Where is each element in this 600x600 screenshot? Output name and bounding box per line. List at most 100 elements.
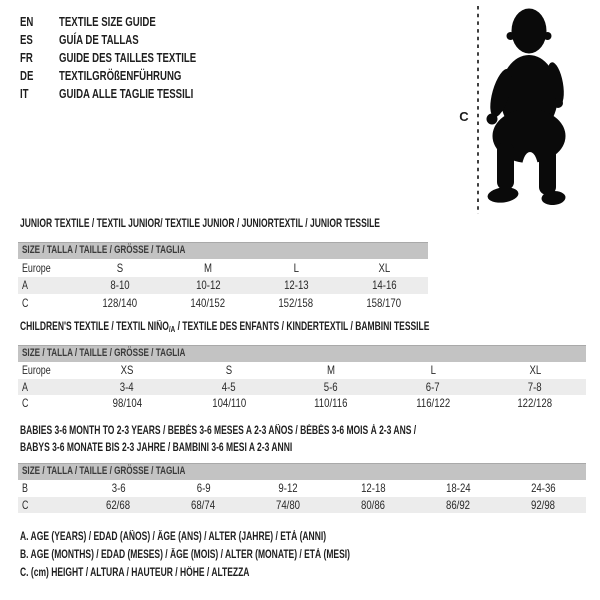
babies-title-line2: BABYS 3-6 MONATE BIS 2-3 JAHRE / BAMBINI…: [20, 441, 293, 454]
legend-notes: A. AGE (YEARS) / EDAD (AÑOS) / ÂGE (ANS)…: [20, 531, 466, 585]
table-cell: XS: [76, 363, 178, 377]
size-header-bar: SIZE / TALLA / TAILLE / GRÖSSE / TAGLIA: [18, 463, 586, 480]
junior-table-title: JUNIOR TEXTILE / TEXTIL JUNIOR/ TEXTILE …: [20, 216, 506, 233]
row-label: C: [18, 296, 76, 310]
legend-note-b: B. AGE (MONTHS) / EDAD (MESES) / ÂGE (MO…: [20, 549, 466, 567]
table-cell: 12-13: [252, 278, 340, 292]
table-cell: 9-12: [246, 481, 331, 495]
language-code: FR: [20, 50, 59, 65]
title-segment: CHILDREN'S TEXTILE / TEXTIL NIÑO: [20, 321, 169, 333]
table-cell: 10-12: [164, 278, 252, 292]
cell-text: 12-13: [283, 278, 309, 293]
cell-text: 152/158: [278, 295, 314, 310]
babies-title-line1: BABIES 3-6 MONTH TO 2-3 YEARS / BEBÉS 3-…: [20, 425, 417, 437]
language-title: GUIDE DES TAILLES TEXTILE: [59, 49, 197, 65]
row-label: Europe: [18, 261, 76, 275]
cell-text: 68/74: [191, 497, 216, 512]
table-row: C 98/104 104/110 110/116 116/122 122/128: [18, 395, 586, 412]
cell-text: 110/116: [314, 396, 348, 411]
junior-table-title-text: JUNIOR TEXTILE / TEXTIL JUNIOR/ TEXTILE …: [20, 218, 380, 230]
cell-text: 4-5: [222, 379, 236, 394]
cell-text: M: [327, 363, 335, 378]
title-subscript: /A: [168, 324, 176, 334]
row-label-text: C: [22, 295, 29, 310]
size-header-text: SIZE / TALLA / TAILLE / GRÖSSE / TAGLIA: [22, 347, 186, 359]
cell-text: 128/140: [102, 295, 138, 310]
cell-text: 6-9: [196, 481, 211, 496]
baby-silhouette: [486, 8, 566, 206]
table-cell: 128/140: [76, 296, 164, 310]
row-label: A: [18, 278, 76, 292]
table-cell: 6-7: [382, 380, 484, 394]
table-cell: 8-10: [76, 278, 164, 292]
language-title: TEXTILGRÖßENFÜHRUNG: [59, 67, 182, 83]
cell-text: 24-36: [531, 481, 556, 496]
cell-text: 122/128: [517, 396, 553, 411]
language-code-text: DE: [20, 67, 34, 83]
table-row: Europe S M L XL: [18, 259, 428, 277]
cell-text: 98/104: [112, 396, 142, 411]
cell-text: 6-7: [426, 379, 440, 394]
babies-table-title: BABIES 3-6 MONTH TO 2-3 YEARS / BEBÉS 3-…: [20, 423, 555, 456]
cell-text: XS: [120, 363, 134, 378]
legend-note-a: A. AGE (YEARS) / EDAD (AÑOS) / ÂGE (ANS)…: [20, 531, 466, 549]
language-list: EN TEXTILE SIZE GUIDE ES GUÍA DE TALLAS …: [20, 12, 350, 102]
language-code-text: EN: [20, 13, 34, 29]
cell-text: S: [225, 363, 233, 378]
row-label: C: [18, 498, 76, 512]
row-label-text: C: [22, 497, 29, 512]
cell-text: 12-18: [361, 481, 386, 496]
cell-text: 3-4: [120, 379, 134, 394]
table-cell: 152/158: [252, 296, 340, 310]
row-label-text: B: [22, 481, 28, 496]
height-label-c: C: [459, 109, 469, 124]
language-row: DE TEXTILGRÖßENFÜHRUNG: [20, 66, 350, 84]
language-title: TEXTILE SIZE GUIDE: [59, 13, 156, 29]
table-cell: M: [280, 363, 382, 377]
table-cell: S: [76, 261, 164, 275]
cell-text: 62/68: [106, 497, 131, 512]
language-code-text: FR: [20, 49, 33, 65]
table-cell: 3-4: [76, 380, 178, 394]
cell-text: 3-6: [111, 481, 126, 496]
cell-text: 10-12: [195, 278, 221, 293]
table-cell: 68/74: [161, 498, 246, 512]
table-cell: 4-5: [178, 380, 280, 394]
legend-note-c: C. (cm) HEIGHT / ALTURA / HAUTEUR / HÖHE…: [20, 567, 466, 585]
legend-note-text: A. AGE (YEARS) / EDAD (AÑOS) / ÂGE (ANS)…: [20, 531, 327, 543]
language-code-text: IT: [20, 85, 29, 101]
cell-text: 80/86: [361, 497, 386, 512]
children-table-title: CHILDREN'S TEXTILE / TEXTIL NIÑO/A / TEX…: [20, 319, 573, 336]
cell-text: M: [204, 260, 212, 275]
cell-text: 158/170: [366, 295, 402, 310]
cell-text: 92/98: [531, 497, 556, 512]
children-table: SIZE / TALLA / TAILLE / GRÖSSE / TAGLIA …: [18, 345, 586, 412]
legend-note-text: C. (cm) HEIGHT / ALTURA / HAUTEUR / HÖHE…: [20, 567, 250, 579]
table-cell: L: [252, 261, 340, 275]
table-cell: 92/98: [501, 498, 586, 512]
table-cell: 3-6: [76, 481, 161, 495]
row-label: A: [18, 380, 76, 394]
table-cell: 14-16: [340, 278, 428, 292]
table-cell: 5-6: [280, 380, 382, 394]
cell-text: 8-10: [110, 278, 130, 293]
table-cell: 140/152: [164, 296, 252, 310]
title-segment: / TEXTILE DES ENFANTS / KINDERTEXTIL / B…: [175, 321, 430, 333]
table-cell: 98/104: [76, 396, 178, 410]
cell-text: 7-8: [528, 379, 542, 394]
cell-text: 74/80: [276, 497, 301, 512]
table-row: C 62/68 68/74 74/80 80/86 86/92 92/98: [18, 496, 586, 513]
table-row: C 128/140 140/152 152/158 158/170: [18, 294, 428, 312]
table-row: Europe XS S M L XL: [18, 362, 586, 379]
children-table-title-text: CHILDREN'S TEXTILE / TEXTIL NIÑO/A / TEX…: [20, 319, 429, 336]
size-header-text: SIZE / TALLA / TAILLE / GRÖSSE / TAGLIA: [22, 244, 186, 256]
table-cell: XL: [484, 363, 586, 377]
table-cell: S: [178, 363, 280, 377]
row-label: B: [18, 481, 76, 495]
table-cell: 74/80: [246, 498, 331, 512]
size-header-bar: SIZE / TALLA / TAILLE / GRÖSSE / TAGLIA: [18, 242, 428, 259]
cell-text: 86/92: [446, 497, 471, 512]
babies-table: SIZE / TALLA / TAILLE / GRÖSSE / TAGLIA …: [18, 463, 586, 513]
cell-text: 9-12: [278, 481, 299, 496]
